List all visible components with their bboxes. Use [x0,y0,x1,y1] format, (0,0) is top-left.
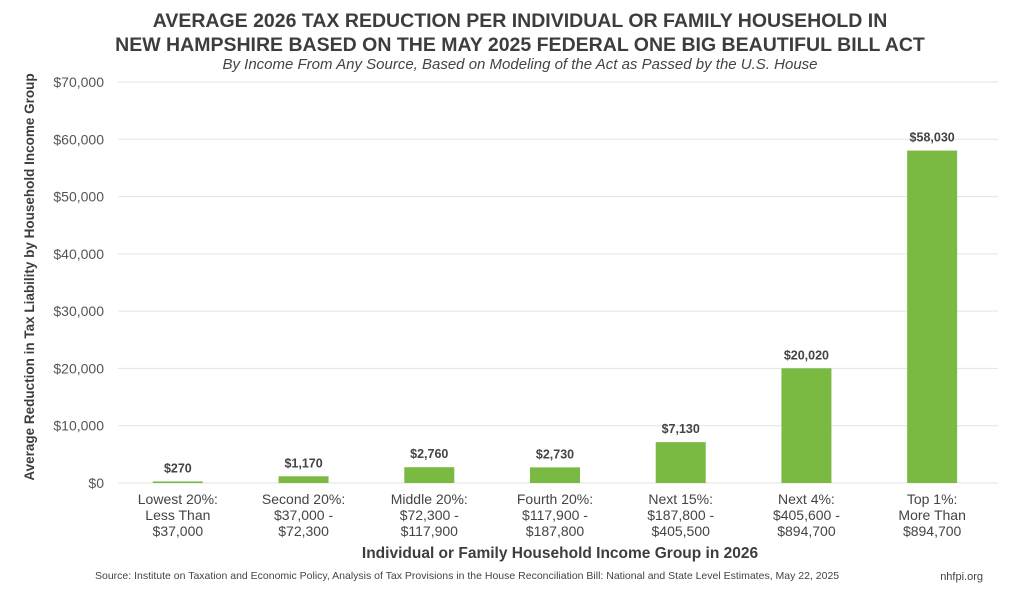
x-tick-label: Next 4%: [778,491,835,507]
x-tick-label: $405,500 [652,523,711,539]
chart-title-line-2: NEW HAMPSHIRE BASED ON THE MAY 2025 FEDE… [115,34,925,56]
y-tick-label: $40,000 [53,246,104,262]
bar [781,368,832,483]
x-tick-label: Fourth 20%: [517,491,593,507]
x-tick-label: $405,600 - [773,507,840,523]
bar [907,150,958,484]
x-tick-label: Next 15%: [648,491,713,507]
x-axis-ticks: Lowest 20%:Less Than$37,000 Second 20%:$3… [138,491,966,539]
site-credit: nhfpi.org [940,571,983,583]
x-tick-label: $187,800 - [647,507,714,523]
y-tick-label: $0 [88,475,104,491]
y-axis-ticks: $0 $10,000 $20,000 $30,000 $40,000 $50,000 $60… [53,74,104,491]
data-label: $270 [164,461,192,475]
x-axis-label: Individual or Family Household Income Gr… [362,545,759,562]
data-label: $7,130 [662,422,700,436]
x-tick-label: Second 20%: [262,491,345,507]
x-tick-label: $117,900 - [522,507,588,523]
x-tick-label: $117,900 [401,523,459,539]
x-tick-label: $894,700 [903,523,962,539]
bar [278,476,329,483]
y-tick-label: $60,000 [53,131,104,147]
x-tick-label: More Than [898,507,965,523]
source-note: Source: Institute on Taxation and Econom… [95,570,839,582]
x-tick-label: $72,300 [278,523,329,539]
data-labels: $270 $1,170 $2,760 $2,730 $7,130 $20,020 $58,0… [164,131,955,476]
y-tick-label: $50,000 [53,189,104,205]
x-tick-label: Top 1%: [907,491,958,507]
x-tick-label: $37,000 [153,523,204,539]
data-label: $1,170 [284,456,322,470]
y-tick-label: $20,000 [53,360,104,376]
y-tick-label: $70,000 [53,74,104,90]
y-tick-label: $30,000 [53,303,104,319]
data-label: $2,760 [410,447,448,461]
data-label: $58,030 [910,131,955,145]
y-axis-label: Average Reduction in Tax Liability by Ho… [22,73,37,480]
x-tick-label: $894,700 [777,523,836,539]
x-tick-label: $72,300 - [400,507,459,523]
bar [530,467,580,483]
bar [655,442,706,483]
x-tick-label: $187,800 [526,523,585,539]
x-tick-label: Middle 20%: [391,491,468,507]
chart-subtitle: By Income From Any Source, Based on Mode… [222,56,817,73]
x-tick-label: Lowest 20%: [138,491,218,507]
bar [152,481,203,483]
bars [152,150,958,484]
data-label: $20,020 [784,348,829,362]
bar [404,467,455,483]
x-tick-label: Less Than [145,507,210,523]
y-tick-label: $10,000 [53,418,104,434]
gridlines [118,81,998,484]
x-tick-label: $37,000 - [274,507,333,523]
data-label: $2,730 [536,447,574,461]
chart-title-line-1: AVERAGE 2026 TAX REDUCTION PER INDIVIDUA… [153,10,888,32]
